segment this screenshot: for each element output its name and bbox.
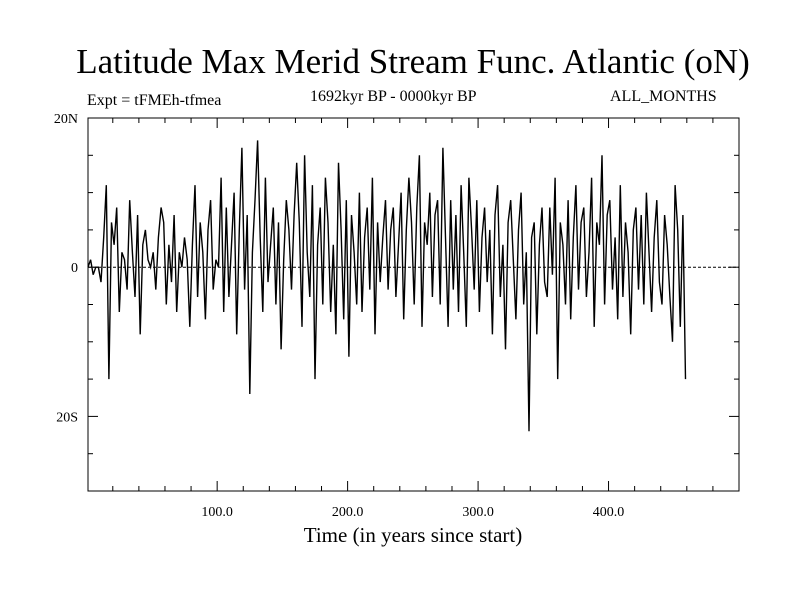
chart-title: Latitude Max Merid Stream Func. Atlantic… bbox=[76, 42, 750, 81]
experiment-label: Expt = tFMEh-tfmea bbox=[87, 92, 222, 109]
data-series-line bbox=[87, 140, 687, 432]
x-axis-title: Time (in years since start) bbox=[303, 523, 523, 547]
y-tick-label: 20N bbox=[54, 112, 78, 127]
x-tick-label: 200.0 bbox=[332, 505, 364, 520]
y-tick-label: 20S bbox=[56, 410, 78, 425]
x-tick-label: 300.0 bbox=[462, 505, 494, 520]
period-label: 1692kyr BP - 0000kyr BP bbox=[310, 88, 477, 105]
axis-tick-labels: 20N 0 20S 100.0 200.0 300.0 400.0 bbox=[54, 112, 624, 520]
y-tick-label: 0 bbox=[71, 261, 78, 276]
x-tick-label: 100.0 bbox=[201, 505, 233, 520]
months-label: ALL_MONTHS bbox=[610, 88, 717, 105]
x-tick-label: 400.0 bbox=[593, 505, 625, 520]
